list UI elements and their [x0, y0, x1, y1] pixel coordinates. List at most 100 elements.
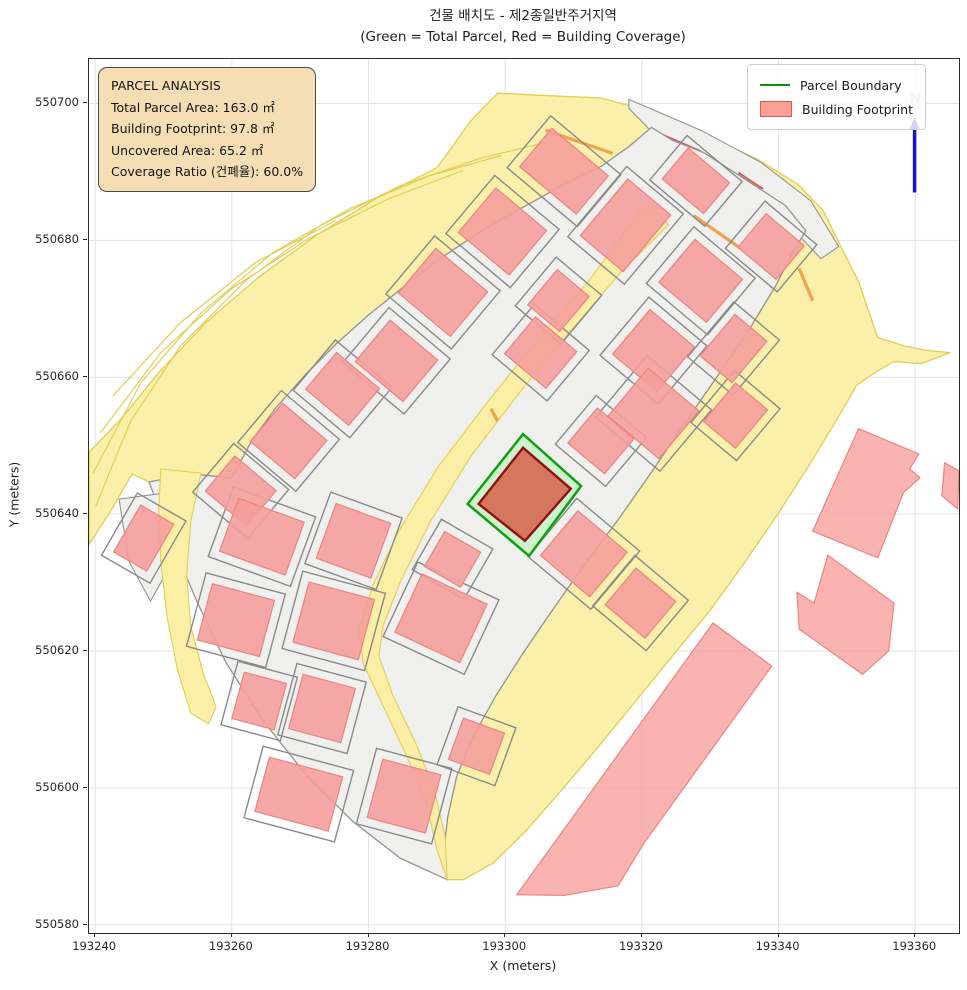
x-tick-label: 193360 [892, 939, 937, 953]
parcel-boundary-line [207, 486, 317, 588]
building-footprint [611, 308, 696, 393]
parcel-boundary-line [645, 225, 757, 336]
building-footprint [249, 402, 328, 480]
x-tick-label: 193260 [208, 939, 253, 953]
building-footprint [112, 504, 175, 572]
building-footprint [518, 127, 610, 215]
y-tick-mark [83, 376, 87, 378]
building-footprint [304, 351, 381, 427]
building-footprint [366, 758, 442, 834]
legend-label: Building Footprint [802, 101, 913, 117]
building-footprint [254, 756, 344, 832]
y-tick-label: 550660 [35, 369, 79, 384]
info-line-total-area: Total Parcel Area: 163.0 ㎡ [111, 99, 275, 115]
building-footprint-patch-swatch [760, 101, 792, 117]
info-line-title: PARCEL ANALYSIS [111, 78, 221, 93]
parcel-boundary-line [236, 389, 341, 493]
building-footprint [661, 147, 731, 215]
parcel-boundary-line [220, 660, 299, 742]
x-tick-mark [94, 933, 96, 937]
parcel-boundary-line [100, 492, 187, 585]
detached-building [941, 461, 959, 510]
building-footprint [607, 367, 700, 460]
x-tick-label: 193300 [482, 939, 527, 953]
building-footprint [231, 671, 288, 731]
parcel-boundary-line [566, 165, 685, 286]
road-lane-line [92, 154, 502, 474]
legend-item-building-footprint: Building Footprint [760, 97, 913, 121]
detached-building [796, 554, 895, 676]
parcel-boundary-line [599, 296, 708, 406]
x-axis-label: X (meters) [489, 958, 557, 973]
parcel-boundary-line [591, 554, 690, 652]
y-tick-mark [83, 102, 87, 104]
parcel-boundary-line [303, 491, 404, 591]
x-tick-label: 193280 [345, 939, 390, 953]
plot-area: N PARCEL ANALYSIS Total Parcel Area: 163… [88, 58, 960, 934]
title-line-1: 건물 배치도 - 제2종일반주거지역 [429, 8, 617, 24]
building-footprint [196, 583, 276, 658]
y-tick-mark [83, 513, 87, 515]
building-footprint [292, 581, 376, 661]
y-tick-label: 550700 [35, 95, 79, 110]
x-tick-mark [230, 933, 232, 937]
detached-building [515, 622, 773, 897]
parcel-boundary-line [724, 200, 818, 293]
road-left-street [158, 468, 217, 725]
parcel-boundary-line-swatch [760, 84, 790, 86]
y-axis-label: Y (meters) [6, 461, 22, 528]
building-footprint [526, 268, 591, 333]
parcel-boundary-line [185, 572, 287, 669]
building-footprint [699, 313, 768, 384]
parcel-boundary-line [243, 745, 355, 843]
building-footprint [394, 573, 488, 664]
parcel-boundary-line [384, 234, 502, 350]
title-line-2: (Green = Total Parcel, Red = Building Co… [360, 28, 686, 45]
detached-building [811, 427, 921, 559]
orange-accent [489, 407, 500, 422]
parcel-boundary-line [506, 114, 622, 228]
x-tick-mark [914, 933, 916, 937]
y-tick-label: 550580 [35, 916, 79, 931]
building-footprint [287, 673, 357, 744]
y-tick-label: 550680 [35, 232, 79, 247]
chart-title: 건물 배치도 - 제2종일반주거지역 (Green = Total Parcel… [88, 6, 958, 48]
parcel-boundary-line [686, 300, 781, 397]
parcel-boundary-line [436, 705, 517, 787]
road-lane-line [112, 219, 336, 397]
building-footprint [423, 530, 482, 589]
y-tick-label: 550640 [35, 506, 79, 521]
building-footprint [702, 382, 769, 449]
x-tick-label: 193340 [755, 939, 800, 953]
parcel-boundary-line [281, 570, 387, 672]
parcel-boundary-line [444, 174, 561, 289]
road-diagonal-street [358, 204, 670, 880]
legend-item-parcel-boundary: Parcel Boundary [760, 73, 913, 97]
parcel-boundary-line [355, 747, 453, 845]
y-tick-mark [83, 650, 87, 652]
building-footprint [604, 567, 677, 639]
x-tick-mark [367, 933, 369, 937]
parcel-analysis-box: PARCEL ANALYSIS Total Parcel Area: 163.0… [98, 67, 317, 192]
parcel-boundary-line [648, 134, 744, 228]
x-tick-mark [504, 933, 506, 937]
building-footprint [737, 212, 806, 281]
x-tick-label: 193320 [618, 939, 663, 953]
x-tick-mark [640, 933, 642, 937]
orange-accent [797, 267, 815, 302]
building-footprint [397, 247, 489, 338]
building-footprint [657, 238, 744, 324]
building-footprint [447, 717, 506, 776]
building-footprint [579, 178, 672, 273]
road-lane-line [100, 170, 464, 434]
highlight-building-footprint [476, 445, 573, 543]
map-canvas [89, 59, 959, 933]
building-footprint [566, 407, 635, 475]
parcel-boundary-line [689, 369, 782, 462]
x-tick-label: 193240 [72, 939, 117, 953]
info-line-uncovered: Uncovered Area: 65.2 ㎡ [111, 142, 264, 158]
y-tick-mark [83, 786, 87, 788]
info-line-footprint: Building Footprint: 97.8 ㎡ [111, 121, 275, 136]
info-line-coverage: Coverage Ratio (건폐율): 60.0% [111, 164, 304, 179]
